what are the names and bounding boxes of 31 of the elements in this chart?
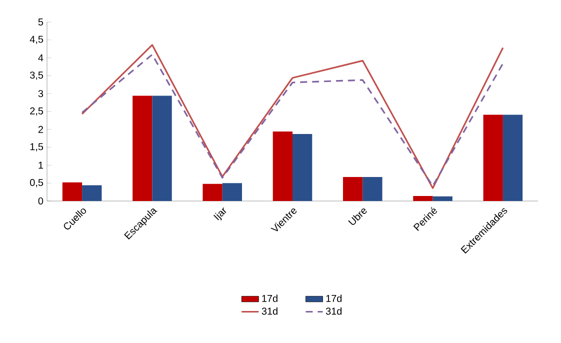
- y-tick-label: 1: [38, 162, 43, 169]
- y-tick-label: 4,5: [30, 36, 44, 44]
- y-tick-label: 2,5: [30, 107, 44, 116]
- y-tick-label: 3: [38, 90, 44, 98]
- y-tick-label: 0: [38, 197, 44, 205]
- bar: [202, 184, 222, 201]
- legend-label: 17d: [262, 294, 278, 302]
- bar: [483, 114, 503, 201]
- legend-label: 31d: [262, 307, 278, 315]
- legend-label: 17d: [326, 294, 342, 302]
- bar: [343, 177, 363, 201]
- x-tick-label: Ijar: [213, 207, 226, 221]
- bar: [222, 183, 242, 201]
- legend-label: 31d: [326, 307, 342, 315]
- y-tick-label: 4: [38, 54, 44, 62]
- bar: [413, 196, 433, 201]
- y-tick-label: 1,5: [30, 143, 44, 152]
- bar: [432, 196, 452, 201]
- bar: [132, 96, 152, 201]
- bar: [152, 96, 172, 201]
- bar: [362, 177, 382, 201]
- y-tick-label: 0,5: [30, 178, 44, 188]
- y-tick-label: 2: [38, 126, 43, 133]
- y-tick-label: 5: [38, 18, 44, 26]
- bar: [272, 132, 293, 201]
- bar: [62, 182, 82, 201]
- x-tick-label: Ubre: [348, 208, 367, 225]
- y-tick-label: 3,5: [30, 72, 44, 80]
- bar: [502, 114, 523, 201]
- bar: [82, 185, 102, 201]
- bar: [292, 134, 312, 201]
